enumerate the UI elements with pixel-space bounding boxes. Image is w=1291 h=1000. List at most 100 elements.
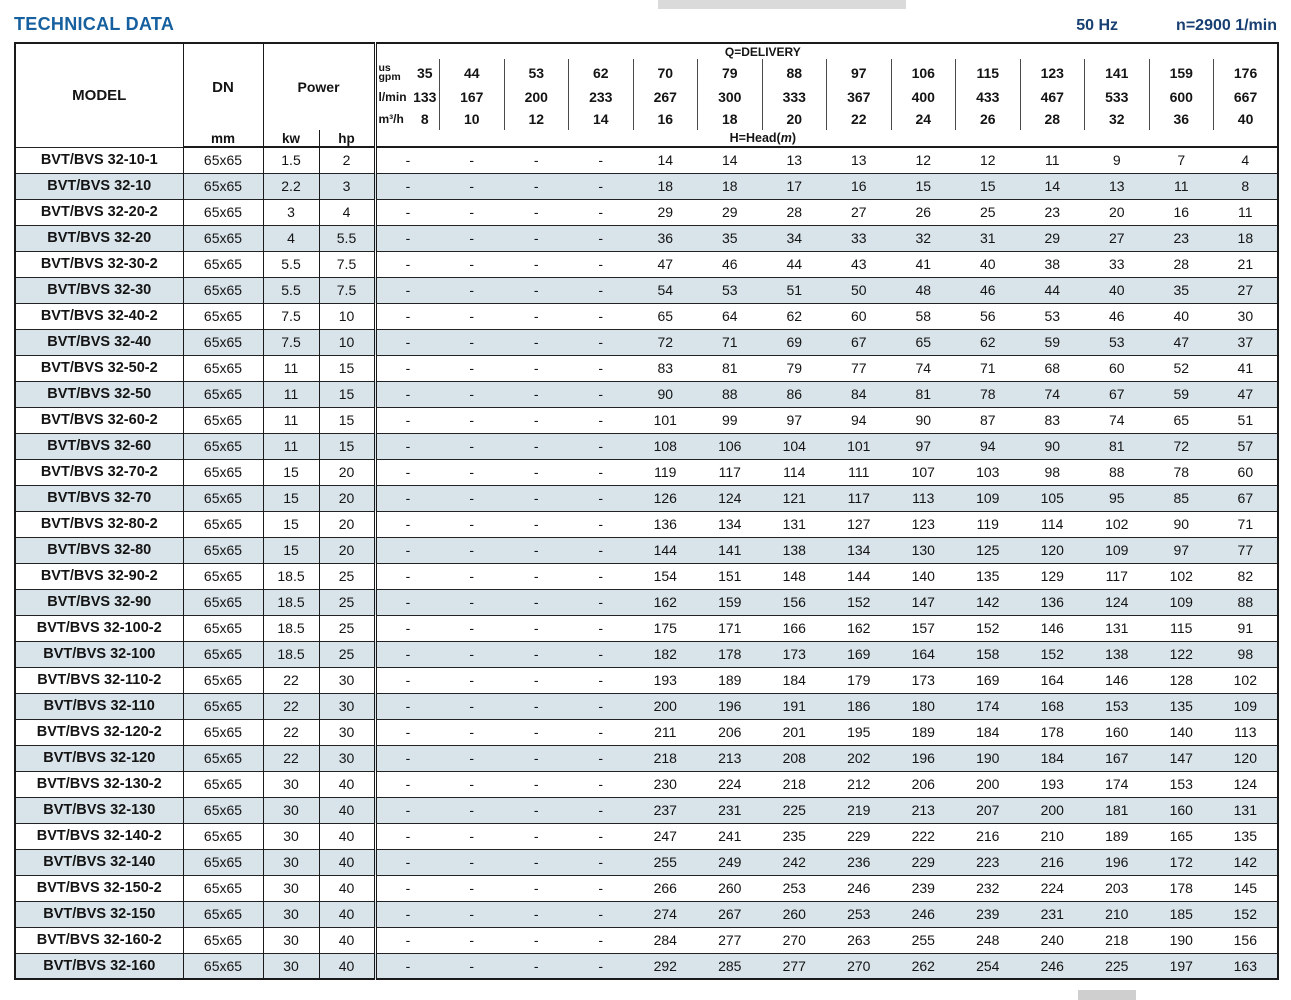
head-value-cell: 11: [1044, 152, 1060, 169]
head-value-cell: 200: [976, 776, 1000, 792]
head-value-cell: -: [533, 646, 539, 662]
head-value-cell: -: [469, 750, 475, 766]
head-value-cell: 151: [718, 568, 742, 584]
head-value-cell: 160: [1105, 724, 1129, 740]
head-value-cell: 68: [1044, 360, 1061, 376]
dn-cell: 65x65: [183, 433, 264, 459]
delivery-header-value: 467: [1019, 86, 1085, 108]
head-value-cell: 136: [1040, 594, 1064, 610]
dn-cell: 65x65: [183, 147, 264, 173]
head-value-cell: 40: [979, 256, 996, 272]
head-value-cell: -: [533, 776, 539, 792]
kw-cell: 3: [263, 199, 320, 225]
head-value-cell: -: [469, 906, 475, 922]
table-row: BVT/BVS 32-120 65x65 22 30 - - - - 218 213 208 202 1…: [15, 745, 1279, 771]
head-value-cell: -: [533, 568, 539, 584]
kw-cell: 5.5: [263, 277, 320, 303]
head-value-cell: 18: [1237, 230, 1254, 246]
head-value-cell: 27: [1108, 230, 1125, 246]
head-value-cell: -: [533, 957, 539, 974]
head-value-cell: -: [405, 646, 411, 662]
head-value-cell: 32: [915, 230, 932, 246]
delivery-header-value: 20: [761, 108, 827, 130]
head-value-cell: -: [469, 828, 475, 844]
table-row: BVT/BVS 32-40-2 65x65 7.5 10 - - - - 65 64 62 60 58 5…: [15, 303, 1279, 329]
model-cell: BVT/BVS 32-90: [15, 589, 184, 615]
head-value-cell: 153: [1169, 776, 1193, 792]
head-value-cell: 124: [1233, 776, 1257, 792]
head-value-cell: 109: [1105, 542, 1129, 558]
delivery-header: Q=DELIVERY: [724, 44, 801, 59]
head-value-cell: 117: [1105, 568, 1128, 584]
head-value-cell: -: [533, 750, 539, 766]
dn-cell: 65x65: [183, 719, 264, 745]
head-value-cell: 184: [782, 672, 806, 688]
dn-cell: 65x65: [183, 745, 264, 771]
hp-cell: 30: [319, 667, 377, 693]
head-value-cell: 94: [979, 438, 996, 454]
head-value-cell: 162: [847, 620, 871, 636]
head-value-cell: 189: [911, 724, 935, 740]
head-value-cell: 169: [847, 646, 871, 662]
hp-cell: 15: [319, 433, 377, 459]
head-value-cell: 43: [850, 256, 867, 272]
head-value-cell: 241: [718, 828, 742, 844]
head-value-cell: 51: [786, 282, 803, 298]
head-value-cell: -: [405, 386, 411, 402]
hp-cell: 20: [319, 537, 377, 563]
hp-cell: 30: [319, 719, 377, 745]
table-row: BVT/BVS 32-40 65x65 7.5 10 - - - - 72 71 69 67 65 62 5…: [15, 329, 1279, 355]
head-value-cell: 147: [911, 594, 935, 610]
head-value-cell: -: [533, 516, 539, 532]
kw-cell: 15: [263, 485, 320, 511]
head-value-cell: 163: [1233, 957, 1257, 974]
head-value-cell: -: [405, 802, 411, 818]
head-value-cell: 90: [915, 412, 932, 428]
head-value-cell: -: [598, 854, 604, 870]
head-value-cell: 51: [1237, 412, 1254, 428]
hp-cell: 40: [319, 953, 377, 979]
head-value-cell: -: [469, 957, 475, 974]
dn-cell: 65x65: [183, 693, 264, 719]
head-value-cell: -: [598, 828, 604, 844]
head-value-cell: -: [405, 438, 411, 454]
head-value-cell: 138: [782, 542, 806, 558]
head-value-cell: 71: [979, 360, 996, 376]
head-value-cell: -: [469, 542, 475, 558]
head-value-cell: 190: [976, 750, 1000, 766]
head-value-cell: 249: [718, 854, 742, 870]
head-value-cell: -: [598, 724, 604, 740]
head-value-cell: -: [469, 360, 475, 376]
head-value-cell: 218: [1105, 932, 1129, 948]
delivery-header-value: 28: [1019, 108, 1085, 130]
head-value-cell: 136: [653, 516, 677, 532]
head-value-cell: 142: [976, 594, 1000, 610]
head-value-cell: 15: [979, 178, 996, 194]
head-value-cell: 122: [1169, 646, 1193, 662]
table-row: BVT/BVS 32-90-2 65x65 18.5 25 - - - - 154 151 148 1…: [15, 563, 1279, 589]
delivery-header-value: 433: [955, 86, 1021, 108]
technical-data-table: MODEL DN Power Q=DELIVERY us gpm 35 44 53 62 7…: [14, 42, 1280, 980]
head-value-cell: -: [598, 516, 604, 532]
head-value-cell: 237: [653, 802, 677, 818]
kw-cell: 11: [263, 433, 320, 459]
head-value-cell: 127: [847, 516, 871, 532]
head-value-cell: 97: [786, 412, 803, 428]
head-value-cell: -: [469, 698, 475, 714]
head-value-cell: 193: [653, 672, 677, 688]
head-value-cell: -: [598, 698, 604, 714]
head-value-cell: 107: [911, 464, 935, 480]
delivery-header-value: 24: [890, 108, 956, 130]
dn-cell: 65x65: [183, 407, 264, 433]
head-value-cell: 123: [911, 516, 935, 532]
head-value-cell: 248: [976, 932, 1000, 948]
head-value-cell: 147: [1169, 750, 1193, 766]
model-cell: BVT/BVS 32-120: [15, 745, 184, 771]
head-value-cell: 178: [1040, 724, 1064, 740]
model-cell: BVT/BVS 32-130: [15, 797, 184, 823]
model-cell: BVT/BVS 32-80-2: [15, 511, 184, 537]
head-value-cell: -: [469, 412, 475, 428]
head-value-cell: -: [405, 724, 411, 740]
head-value-cell: 79: [786, 360, 803, 376]
dn-cell: 65x65: [183, 615, 264, 641]
